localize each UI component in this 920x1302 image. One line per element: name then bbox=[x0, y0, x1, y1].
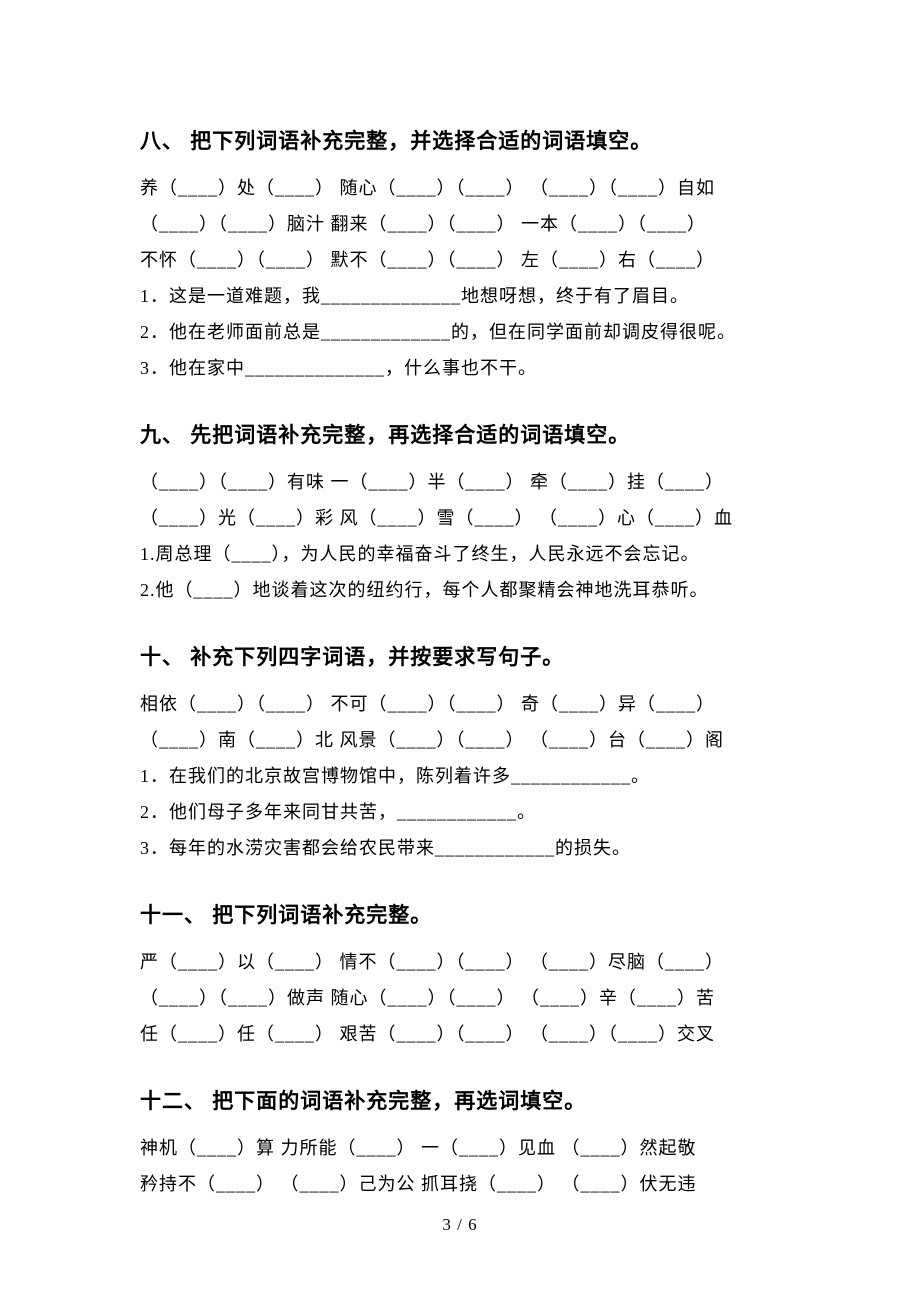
q8-line-4: 1．这是一道难题，我______________地想呀想，终于有了眉目。 bbox=[140, 278, 790, 314]
q10-line-1: 相依（____）（____） 不可（____）（____） 奇（____）异（_… bbox=[140, 686, 790, 722]
q12-line-2: 矜持不（____） （____）己为公 抓耳挠（____） （____）伏无违 bbox=[140, 1166, 790, 1202]
q9-line-1: （____）（____）有味 一（____）半（____） 牵（____）挂（_… bbox=[140, 464, 790, 500]
q10-line-4: 2．他们母子多年来同甘共苦，____________。 bbox=[140, 794, 790, 830]
section-title-12: 十二、 把下面的词语补充完整，再选词填空。 bbox=[140, 1080, 790, 1122]
section-title-9: 九、 先把词语补充完整，再选择合适的词语填空。 bbox=[140, 414, 790, 456]
q11-line-1: 严（____）以（____） 情不（____）（____） （____）尽脑（_… bbox=[140, 944, 790, 980]
q10-line-2: （____）南（____）北 风景（____）（____） （____）台（__… bbox=[140, 722, 790, 758]
q9-line-3: 1.周总理（____），为人民的幸福奋斗了终生，人民永远不会忘记。 bbox=[140, 536, 790, 572]
q8-line-2: （____）（____）脑汁 翻来（____）（____） 一本（____）（_… bbox=[140, 206, 790, 242]
section-title-8: 八、 把下列词语补充完整，并选择合适的词语填空。 bbox=[140, 120, 790, 162]
q11-line-2: （____）（____）做声 随心（____）（____） （____）辛（__… bbox=[140, 980, 790, 1016]
q8-line-5: 2．他在老师面前总是_____________的，但在同学面前却调皮得很呢。 bbox=[140, 314, 790, 350]
section-title-10: 十、 补充下列四字词语，并按要求写句子。 bbox=[140, 636, 790, 678]
q12-line-1: 神机（____）算 力所能（____） 一（____）见血 （____）然起敬 bbox=[140, 1130, 790, 1166]
q11-line-3: 任（____）任（____） 艰苦（____）（____） （____）（___… bbox=[140, 1016, 790, 1052]
q10-line-3: 1．在我们的北京故宫博物馆中，陈列着许多____________。 bbox=[140, 758, 790, 794]
page-number: 3 / 6 bbox=[0, 1208, 920, 1242]
section-title-11: 十一、 把下列词语补充完整。 bbox=[140, 894, 790, 936]
q9-line-4: 2.他（____）地谈着这次的纽约行，每个人都聚精会神地洗耳恭听。 bbox=[140, 572, 790, 608]
q8-line-1: 养（____）处（____） 随心（____）（____） （____）（___… bbox=[140, 170, 790, 206]
q8-line-3: 不怀（____）（____） 默不（____）（____） 左（____）右（_… bbox=[140, 242, 790, 278]
page: 八、 把下列词语补充完整，并选择合适的词语填空。 养（____）处（____） … bbox=[0, 0, 920, 1302]
q8-line-6: 3．他在家中______________，什么事也不干。 bbox=[140, 350, 790, 386]
q9-line-2: （____）光（____）彩 风（____）雪（____） （____）心（__… bbox=[140, 500, 790, 536]
q10-line-5: 3．每年的水涝灾害都会给农民带来____________的损失。 bbox=[140, 830, 790, 866]
